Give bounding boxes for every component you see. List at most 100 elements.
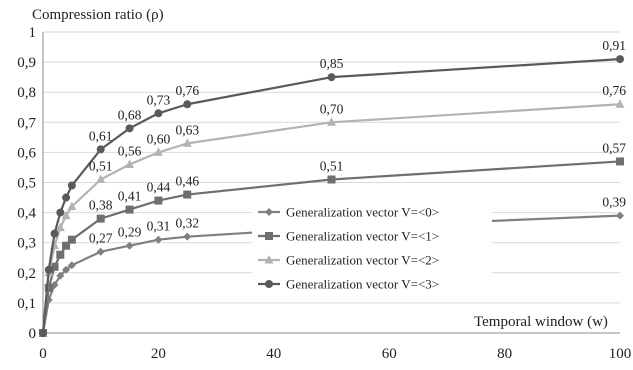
data-point (154, 196, 163, 205)
y-tick-label: 0,7 (17, 115, 36, 131)
y-tick-label: 1 (29, 25, 37, 41)
data-label: 0,51 (320, 158, 344, 173)
series-line (41, 57, 621, 334)
legend-marker (265, 232, 273, 240)
data-point (62, 193, 71, 202)
data-label: 0,51 (89, 158, 113, 173)
y-tick-label: 0,9 (17, 55, 36, 71)
data-point (67, 201, 77, 211)
legend-background (252, 200, 492, 300)
x-tick-label: 20 (151, 346, 166, 362)
data-point (153, 147, 163, 156)
data-point (62, 241, 71, 250)
data-label: 0,31 (147, 219, 171, 234)
data-point (67, 235, 76, 244)
x-tick-label: 60 (382, 346, 397, 362)
data-point (96, 145, 105, 154)
data-label: 0,76 (175, 83, 199, 98)
data-label: 0,76 (602, 83, 626, 98)
data-point (44, 283, 53, 292)
data-point (616, 55, 624, 64)
series-3 (39, 55, 624, 337)
data-point (96, 214, 105, 223)
data-point (154, 235, 163, 244)
x-axis-title: Temporal window (w) (474, 314, 608, 330)
data-point (125, 159, 135, 168)
data-point (56, 271, 65, 280)
data-point (55, 222, 65, 232)
series-1 (39, 157, 624, 337)
data-point (125, 241, 134, 250)
data-point (327, 175, 336, 184)
data-point (56, 250, 65, 259)
y-tick-label: 0,6 (17, 145, 36, 161)
legend-label: Generalization vector V=<1> (286, 229, 439, 244)
data-label: 0,60 (147, 131, 171, 146)
legend-label: Generalization vector V=<3> (286, 277, 439, 292)
data-label: 0,57 (602, 140, 626, 155)
legend-item: Generalization vector V=<2> (258, 253, 439, 268)
legend-label: Generalization vector V=<2> (286, 253, 439, 268)
data-point (182, 138, 192, 147)
data-label: 0,63 (175, 122, 199, 137)
data-point (96, 174, 106, 183)
legend-marker (264, 255, 274, 264)
x-tick-label: 100 (609, 346, 632, 362)
legend-item: Generalization vector V=<0> (258, 205, 439, 220)
data-point (62, 265, 71, 274)
data-point (96, 247, 105, 256)
series-lines (38, 55, 625, 337)
data-label: 0,73 (147, 92, 171, 107)
data-point (50, 262, 59, 271)
data-point (183, 232, 192, 241)
data-point (125, 124, 134, 133)
data-point (50, 229, 59, 238)
data-point (39, 329, 47, 337)
data-label: 0,70 (320, 101, 344, 116)
data-point (615, 99, 625, 108)
data-label: 0,44 (147, 180, 171, 195)
data-label: 0,38 (89, 198, 113, 213)
data-point (125, 205, 134, 214)
data-point (154, 109, 163, 118)
data-point (44, 265, 53, 274)
x-tick-label: 0 (39, 346, 47, 362)
legend-item: Generalization vector V=<1> (258, 229, 439, 244)
legend-item: Generalization vector V=<3> (258, 277, 439, 292)
data-point (67, 261, 76, 270)
data-label: 0,61 (89, 128, 113, 143)
data-point (616, 211, 624, 220)
data-point (327, 117, 336, 126)
legend: Generalization vector V=<0> Generalizatio… (252, 200, 492, 300)
data-label: 0,68 (118, 107, 142, 122)
y-tick-label: 0,5 (17, 176, 36, 192)
data-label: 0,29 (118, 225, 142, 240)
y-axis-title: Compression ratio (ρ) (32, 7, 164, 23)
data-point (61, 210, 71, 220)
x-tick-label: 80 (497, 346, 512, 362)
axes: 00,10,20,30,40,50,60,70,80,910 20 40 60 80 10… (17, 25, 631, 362)
y-tick-label: 0,4 (17, 206, 36, 222)
data-label: 0,46 (175, 174, 199, 189)
data-label: 0,85 (320, 56, 344, 71)
legend-label: Generalization vector V=<0> (286, 205, 439, 220)
data-point (183, 100, 192, 109)
data-label: 0,27 (89, 231, 113, 246)
data-point (616, 157, 624, 166)
x-tick-label: 40 (266, 346, 281, 362)
data-label: 0,39 (602, 195, 626, 210)
y-tick-label: 0,2 (17, 266, 36, 282)
legend-marker (265, 280, 273, 288)
data-label: 0,91 (602, 38, 626, 53)
series-line (41, 103, 621, 334)
data-point (183, 190, 192, 199)
data-label: 0,56 (118, 143, 142, 158)
data-labels: 0,270,290,310,320,350,390,380,410,440,46… (89, 38, 626, 246)
series-2 (38, 99, 625, 337)
y-tick-label: 0 (29, 326, 37, 342)
data-point (67, 181, 76, 190)
data-point (56, 208, 65, 217)
data-point (327, 73, 336, 82)
y-tick-label: 0,1 (17, 296, 36, 312)
